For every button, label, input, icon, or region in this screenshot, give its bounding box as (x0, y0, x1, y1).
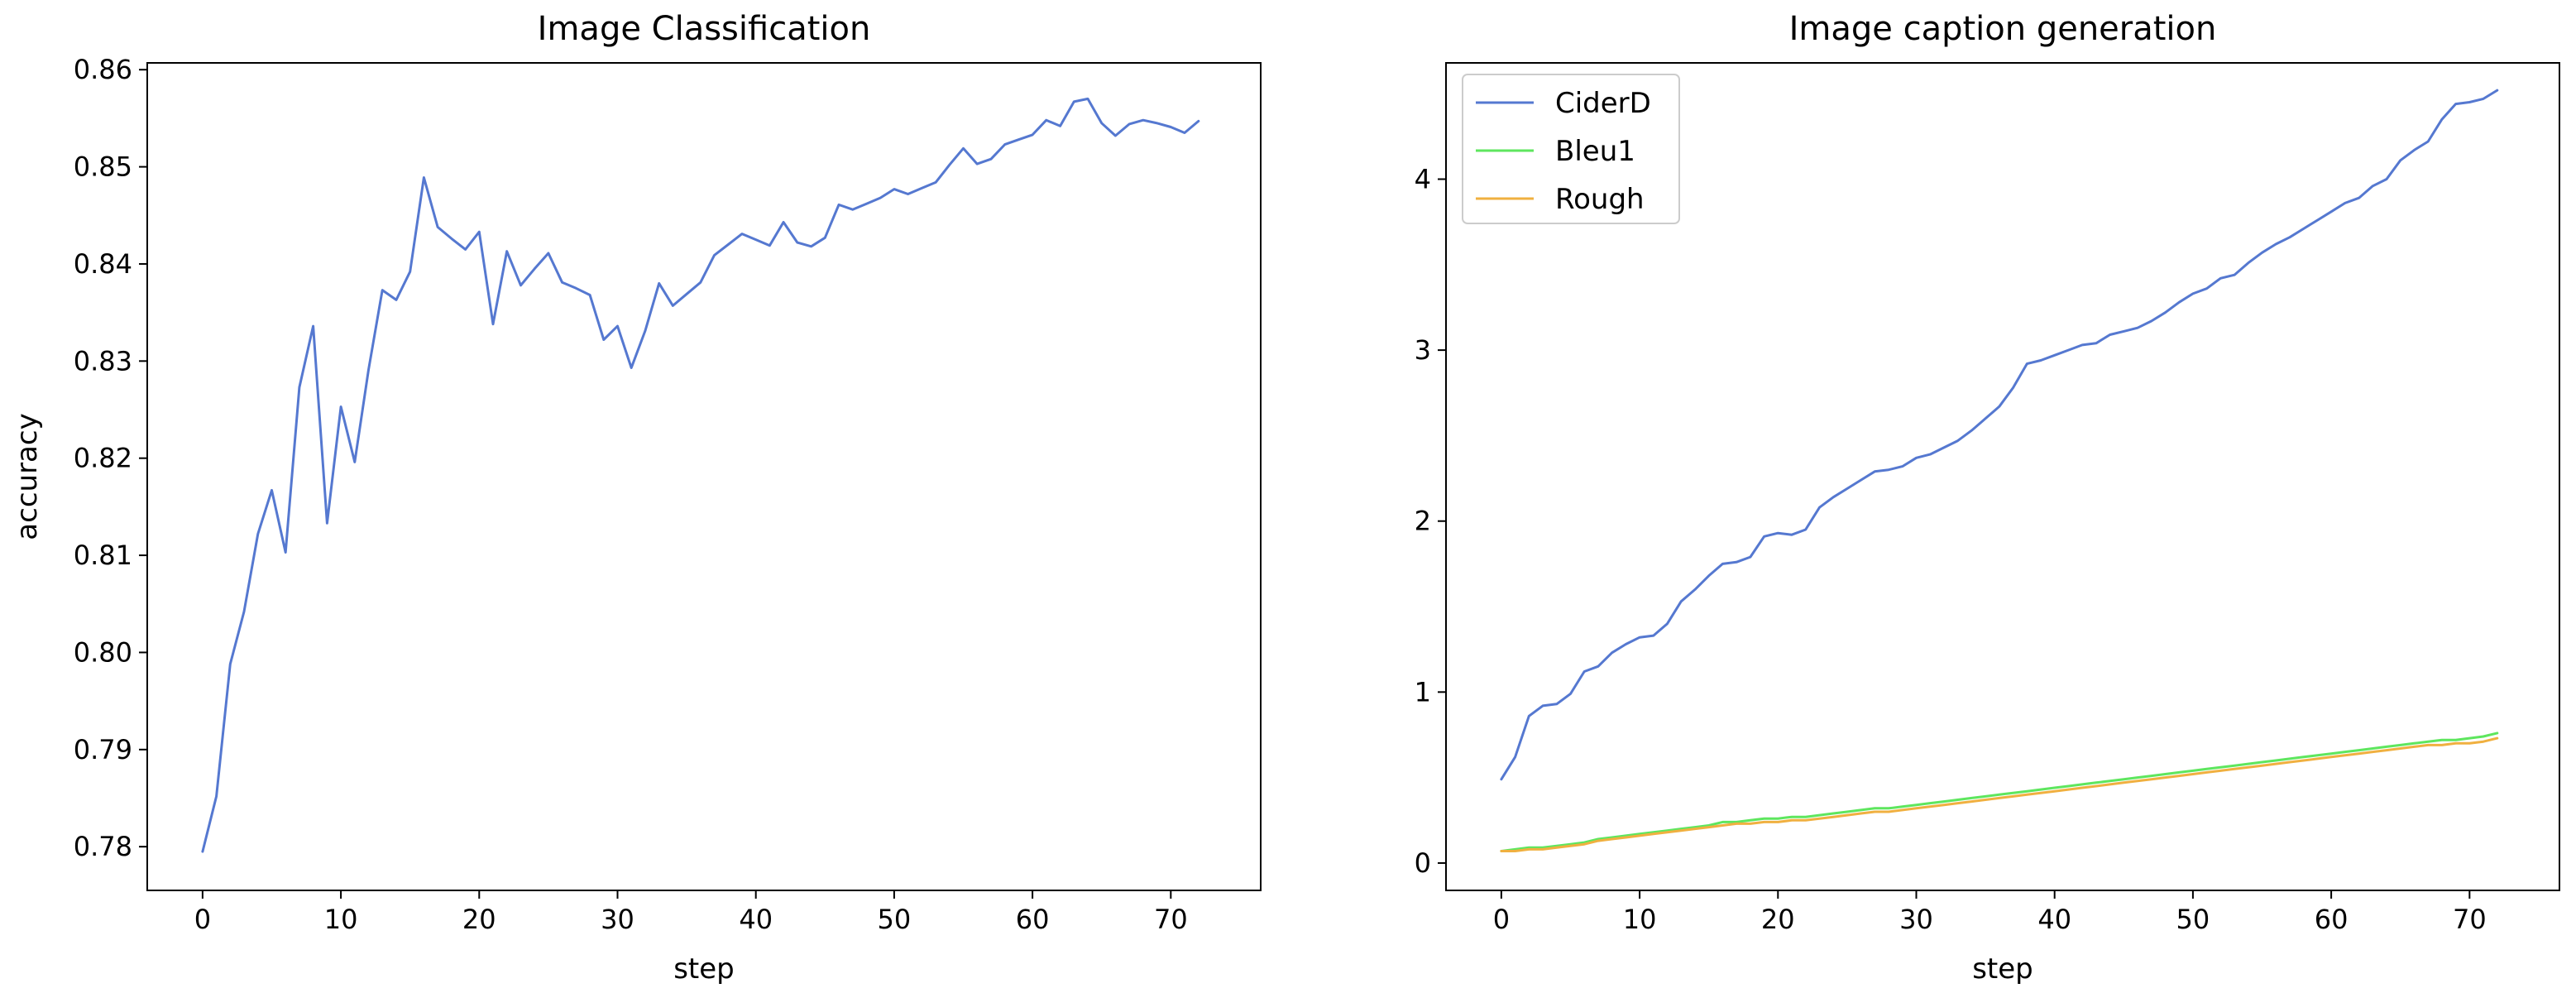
series-line-accuracy (201, 97, 1200, 853)
legend-label-bleu1: Bleu1 (1555, 135, 1635, 168)
x-tick-label: 10 (1623, 904, 1657, 935)
x-axis-label: step (1972, 952, 2033, 986)
series-lines (1500, 89, 2499, 852)
y-tick-label: 0 (1415, 847, 1431, 879)
y-tick-label: 1 (1415, 676, 1431, 708)
y-tick-label: 3 (1415, 334, 1431, 366)
y-axis-label: accuracy (11, 413, 44, 540)
plot-frame (146, 62, 1262, 891)
plot-frame (1445, 62, 2560, 891)
legend: CiderD Bleu1 Rough (1462, 74, 1680, 224)
x-tick-label: 70 (2453, 904, 2487, 935)
y-tick-label: 0.80 (74, 636, 132, 668)
x-tick-label: 0 (194, 904, 211, 935)
axis-ticks: 0 10 20 30 40 50 60 70 0.78 0.79 0.80 0.81 0.82 0.83 0… (74, 54, 1188, 935)
image-classification-chart: Image Classification step accuracy 0 10 20… (11, 10, 1262, 986)
y-tick-label: 0.85 (74, 151, 132, 183)
legend-label-ciderd: CiderD (1555, 87, 1651, 120)
x-tick-label: 50 (2176, 904, 2210, 935)
y-tick-label: 0.78 (74, 831, 132, 862)
y-tick-label: 0.83 (74, 345, 132, 377)
legend-label-rough: Rough (1555, 183, 1645, 216)
x-axis-label: step (673, 952, 735, 986)
y-tick-label: 0.82 (74, 443, 132, 474)
axis-ticks: 0 10 20 30 40 50 60 70 0 1 2 3 4 (1415, 163, 2487, 935)
x-tick-label: 40 (739, 904, 773, 935)
x-tick-label: 10 (324, 904, 358, 935)
x-tick-label: 60 (1016, 904, 1050, 935)
x-tick-label: 20 (462, 904, 496, 935)
y-tick-label: 4 (1415, 163, 1431, 194)
series-line-bleu1 (1500, 732, 2499, 852)
y-tick-label: 0.84 (74, 248, 132, 280)
x-tick-label: 70 (1154, 904, 1188, 935)
legend-box (1462, 74, 1680, 224)
y-tick-label: 0.79 (74, 734, 132, 765)
x-tick-label: 50 (878, 904, 912, 935)
x-tick-label: 20 (1761, 904, 1795, 935)
x-tick-label: 0 (1493, 904, 1510, 935)
x-tick-label: 60 (2315, 904, 2349, 935)
y-tick-label: 0.81 (74, 540, 132, 571)
y-tick-label: 2 (1415, 506, 1431, 537)
series-line-ciderd (1500, 89, 2499, 781)
image-caption-generation-chart: Image caption generation step 0 10 20 30 40 5… (1415, 10, 2560, 986)
x-tick-label: 30 (601, 904, 634, 935)
series-line-rough (1500, 736, 2499, 852)
y-tick-label: 0.86 (74, 54, 132, 85)
x-tick-label: 30 (1899, 904, 1933, 935)
x-tick-label: 40 (2037, 904, 2071, 935)
chart-title: Image caption generation (1789, 10, 2217, 48)
series-lines (201, 97, 1200, 853)
chart-title: Image Classification (538, 10, 871, 48)
